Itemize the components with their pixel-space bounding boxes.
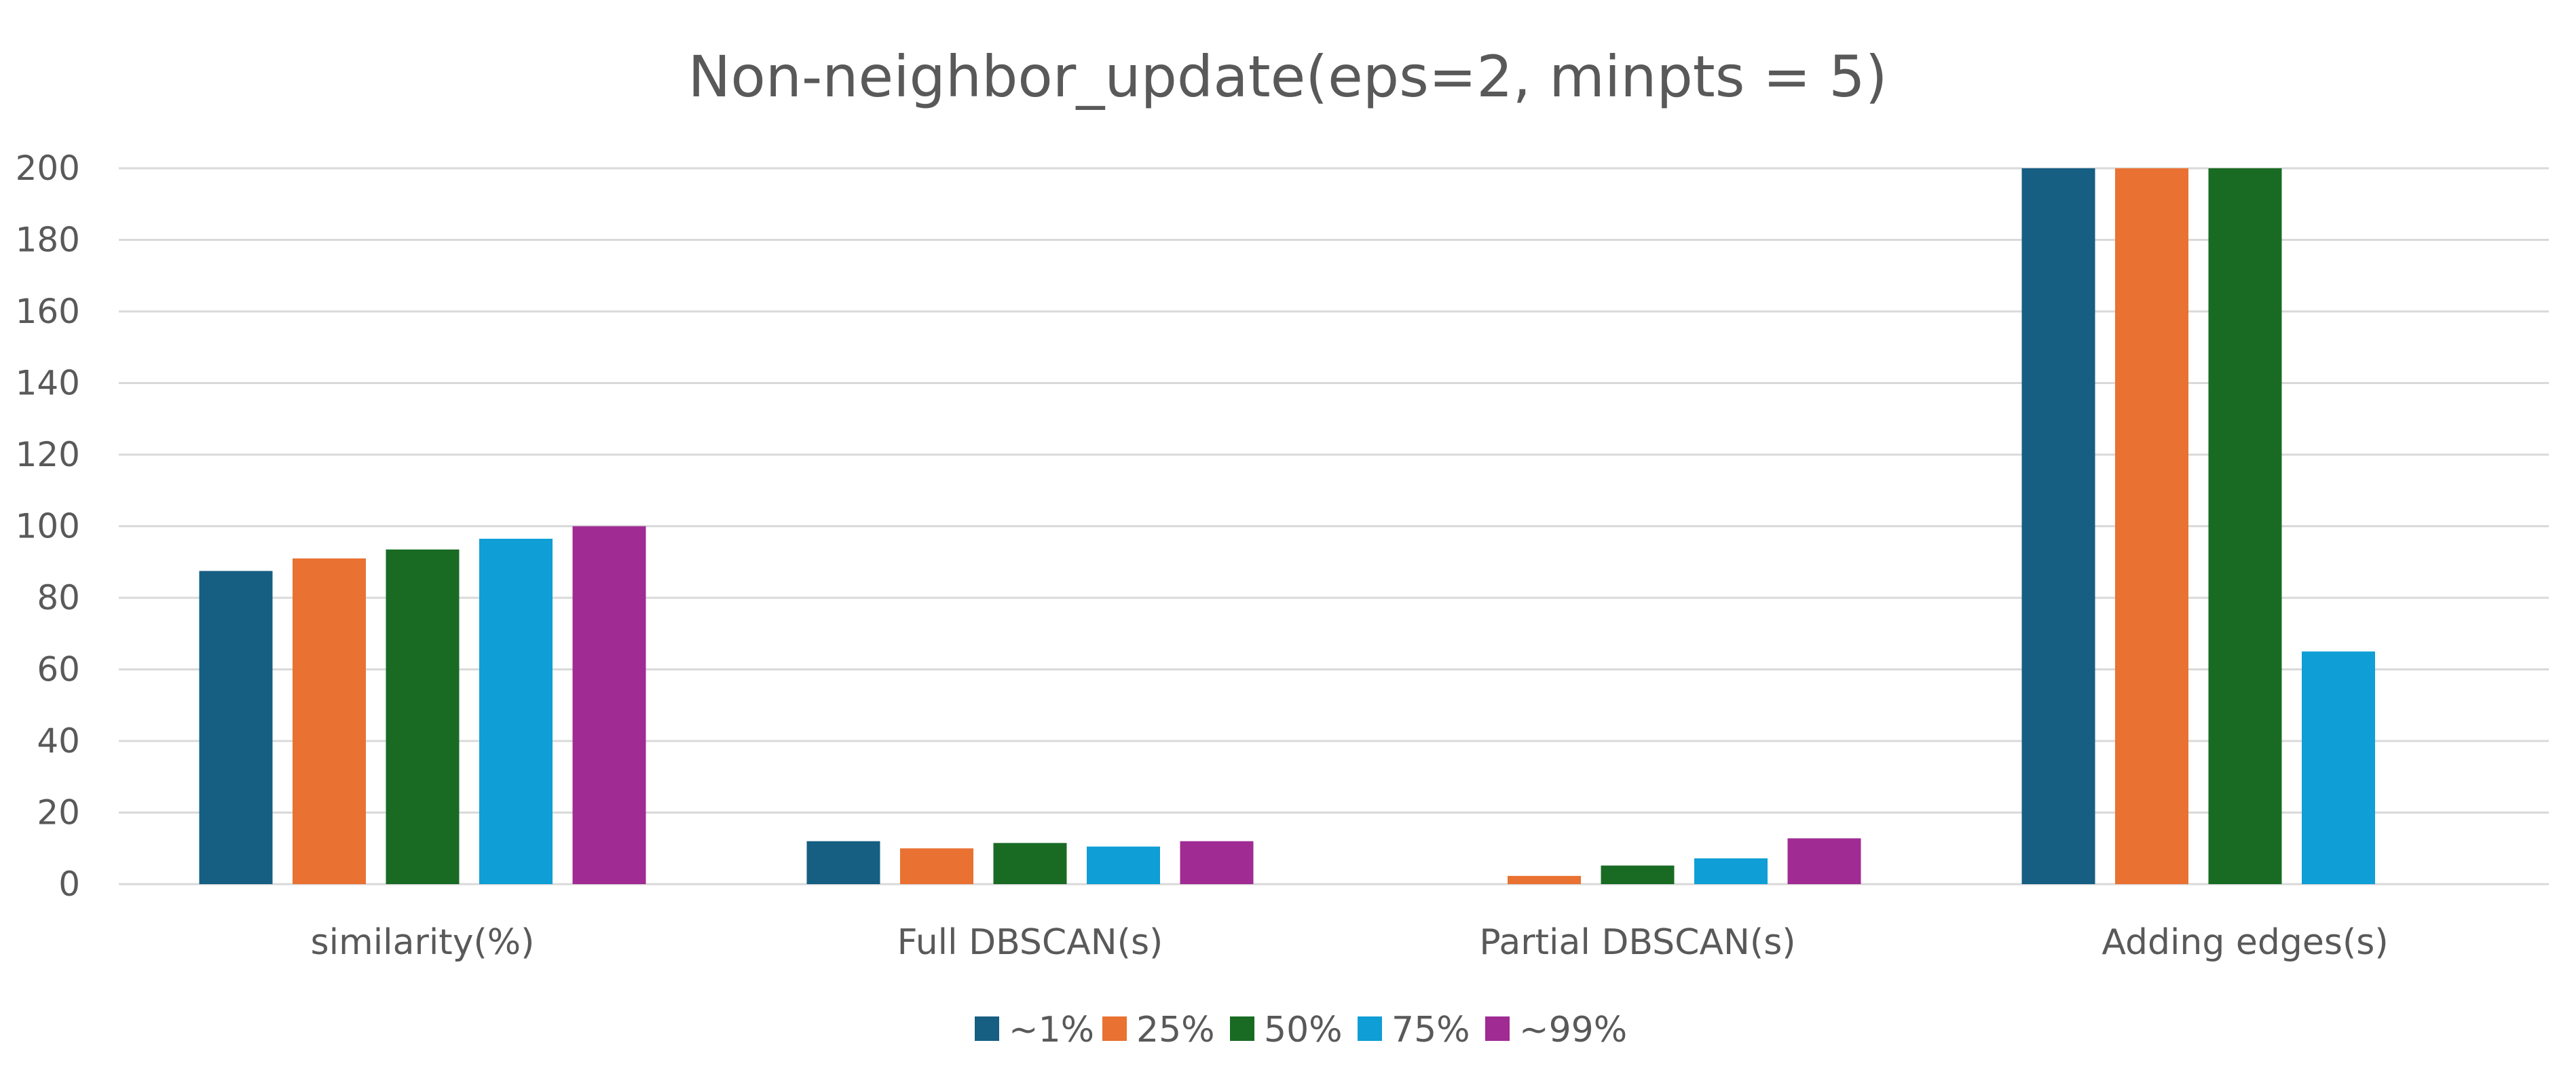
legend-swatch [1358,1016,1382,1041]
bar-2-1 [1508,875,1581,884]
x-axis-categories: similarity(%) Full DBSCAN(s) Partial DBSCA… [311,922,2389,963]
bar-1-3 [1087,846,1160,884]
legend-label: ~1% [1009,1010,1094,1050]
y-tick-label: 200 [16,149,80,188]
bar-0-2 [386,549,460,884]
y-tick-label: 120 [16,435,80,474]
y-tick-label: 180 [16,221,80,260]
bar-1-0 [806,841,880,884]
legend-swatch [1485,1016,1510,1041]
y-tick-label: 140 [16,364,80,403]
y-tick-label: 20 [37,793,80,833]
legend-label: ~99% [1519,1010,1627,1050]
bar-2-2 [1601,865,1675,884]
bar-3-1 [2115,168,2188,884]
legend: ~1% 25% 50% 75% ~99% [975,1010,1627,1050]
y-tick-label: 40 [37,721,80,761]
legend-swatch [1102,1016,1127,1041]
category-label: Full DBSCAN(s) [897,922,1163,963]
bar-1-1 [900,848,973,884]
legend-label: 25% [1136,1010,1215,1050]
category-label: Partial DBSCAN(s) [1479,922,1795,963]
y-tick-label: 160 [16,292,80,331]
y-tick-label: 80 [37,578,80,617]
bar-0-3 [479,538,553,884]
bar-0-4 [572,526,646,884]
y-tick-label: 100 [16,507,80,546]
bar-0-1 [293,558,366,884]
chart-title: Non-neighbor_update(eps=2, minpts = 5) [688,43,1888,110]
legend-swatch [1230,1016,1254,1041]
bars [199,168,2375,884]
bar-0-0 [199,571,273,884]
bar-1-4 [1180,841,1254,884]
y-axis-ticks: 0 20 40 60 80 100 120 140 160 180 200 [16,149,80,904]
bar-3-2 [2208,168,2282,884]
category-label: similarity(%) [311,922,535,963]
legend-label: 50% [1264,1010,1343,1050]
bar-2-3 [1694,858,1768,884]
y-tick-label: 0 [58,864,80,904]
legend-label: 75% [1392,1010,1470,1050]
bar-3-3 [2302,651,2375,884]
y-tick-label: 60 [37,650,80,689]
bar-2-4 [1787,838,1861,884]
bar-1-2 [993,843,1067,884]
legend-swatch [975,1016,999,1041]
category-label: Adding edges(s) [2102,922,2388,963]
bar-3-0 [2021,168,2095,884]
